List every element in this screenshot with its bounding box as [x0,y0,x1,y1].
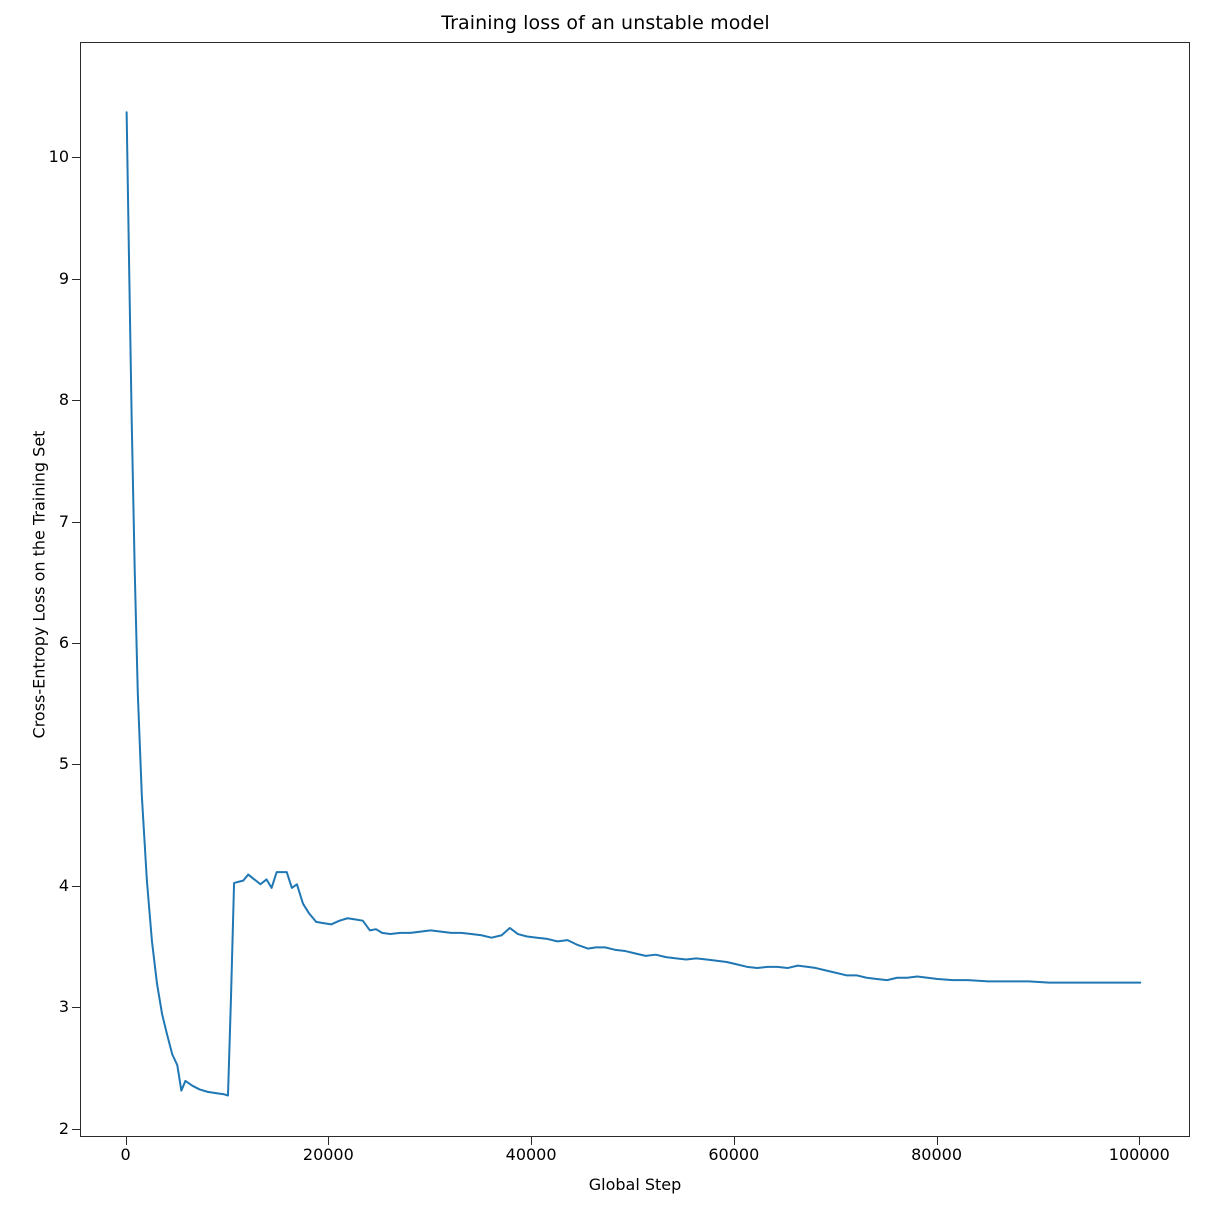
y-tick-mark [72,885,80,887]
chart-title: Training loss of an unstable model [441,12,770,34]
y-tick-label: 4 [58,875,69,895]
x-tick-label: 0 [120,1145,131,1164]
x-tick-mark [125,1137,127,1145]
line-plot [125,111,1142,1097]
x-tick-mark [733,1137,735,1145]
y-tick-mark [72,521,80,523]
plot-axes-frame [80,42,1190,1137]
y-tick-label: 8 [58,390,69,410]
y-tick-label: 5 [58,754,69,774]
x-tick-mark [1139,1137,1141,1145]
y-tick-label: 6 [58,632,69,652]
y-tick-mark [72,642,80,644]
x-tick-mark [936,1137,938,1145]
y-tick-mark [72,157,80,159]
y-tick-label: 3 [58,997,69,1017]
y-tick-mark [72,400,80,402]
x-tick-label: 20000 [302,1145,354,1164]
x-axis-label: Global Step [588,1175,682,1194]
y-tick-label: 9 [58,268,69,288]
y-tick-mark [72,1128,80,1130]
y-tick-label: 10 [48,147,69,167]
y-tick-mark [72,278,80,280]
y-tick-mark [72,764,80,766]
x-tick-mark [328,1137,330,1145]
x-tick-label: 60000 [708,1145,760,1164]
y-tick-label: 7 [58,511,69,531]
x-tick-label: 100000 [1108,1145,1170,1164]
y-tick-label: 2 [58,1118,69,1138]
x-tick-label: 80000 [911,1145,963,1164]
x-tick-mark [531,1137,533,1145]
y-axis-label: Cross-Entropy Loss on the Training Set [29,430,49,739]
loss-series-line [125,111,1142,1097]
x-tick-label: 40000 [505,1145,557,1164]
y-tick-mark [72,1007,80,1009]
